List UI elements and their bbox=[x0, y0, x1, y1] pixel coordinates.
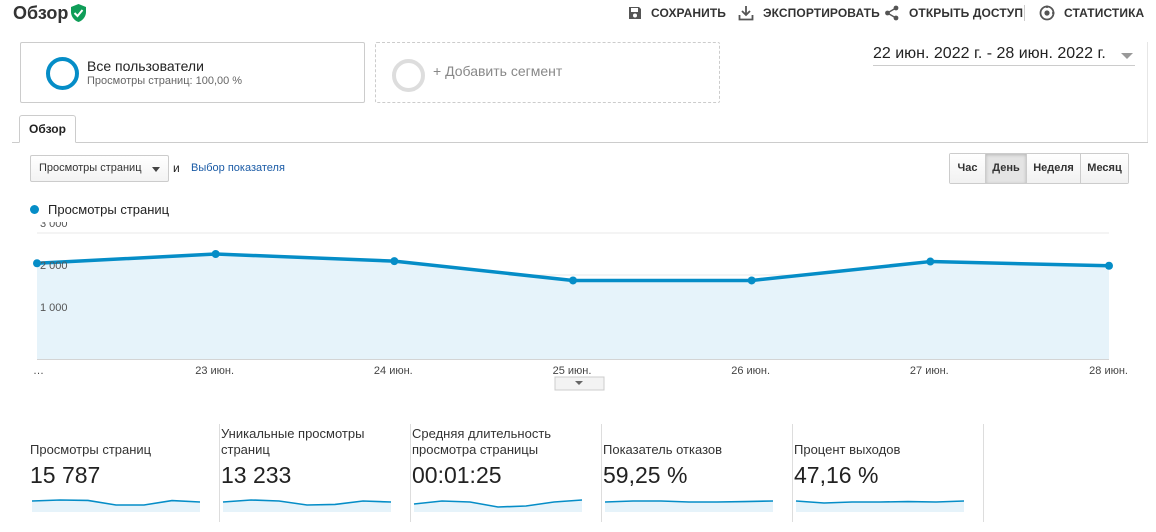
scorecard-value: 47,16 % bbox=[794, 462, 879, 488]
page-title: Обзор bbox=[13, 3, 69, 23]
share-button[interactable]: ОТКРЫТЬ ДОСТУП bbox=[884, 4, 1023, 22]
tab-divider bbox=[12, 142, 1148, 143]
sparkline-line bbox=[795, 500, 965, 504]
sparkline-line bbox=[31, 499, 201, 506]
scorecard[interactable]: Средняя длительность просмотра страницы 0… bbox=[412, 424, 602, 522]
toolbar-divider bbox=[1024, 5, 1025, 21]
x-tick-label: 23 июн. bbox=[195, 365, 234, 377]
data-point[interactable] bbox=[390, 257, 399, 266]
export-label: ЭКСПОРТИРОВАТЬ bbox=[763, 6, 880, 20]
sparkline-area bbox=[32, 500, 200, 512]
scorecard[interactable]: Уникальные просмотры страниц 13 233 bbox=[221, 424, 411, 522]
segment-subtitle: Просмотры страниц: 100,00 % bbox=[87, 75, 243, 87]
granularity-hour-button[interactable]: Час bbox=[950, 154, 985, 183]
metric-select[interactable]: Просмотры страниц bbox=[30, 155, 169, 182]
sparkline-area bbox=[796, 501, 964, 512]
scorecard-value: 00:01:25 bbox=[412, 462, 502, 488]
select-metric-link[interactable]: Выбор показателя bbox=[191, 162, 285, 174]
x-tick-label: 26 июн. bbox=[731, 365, 770, 377]
granularity-day-button[interactable]: День bbox=[985, 154, 1026, 183]
x-tick-label: 27 июн. bbox=[910, 365, 949, 377]
scorecard-sparkline bbox=[31, 499, 201, 512]
series-area bbox=[37, 254, 1109, 359]
granularity-toggle: Час День Неделя Месяц bbox=[949, 153, 1129, 184]
dropdown-arrow-icon bbox=[152, 167, 160, 172]
share-label: ОТКРЫТЬ ДОСТУП bbox=[909, 6, 1024, 20]
granularity-week-button[interactable]: Неделя bbox=[1026, 154, 1080, 183]
chevron-down-icon bbox=[1121, 53, 1133, 59]
granularity-month-button[interactable]: Месяц bbox=[1080, 154, 1128, 183]
y-tick-label: 3 000 bbox=[40, 222, 68, 230]
data-point[interactable] bbox=[1105, 261, 1113, 270]
add-segment-button[interactable]: + Добавить сегмент bbox=[375, 42, 720, 103]
data-point[interactable] bbox=[211, 250, 220, 258]
scorecard-label: Уникальные просмотры страниц bbox=[221, 426, 365, 457]
chart-collapse-button[interactable] bbox=[554, 376, 605, 391]
add-segment-label: + Добавить сегмент bbox=[433, 63, 563, 79]
scorecard-sparkline bbox=[222, 499, 392, 512]
scorecard-sparkline bbox=[795, 500, 965, 512]
and-label: и bbox=[173, 161, 180, 175]
scorecard[interactable]: Процент выходов 47,16 % bbox=[794, 424, 984, 522]
scorecard-label: Процент выходов bbox=[794, 442, 901, 457]
share-icon bbox=[885, 5, 899, 21]
segment-all-users[interactable]: Все пользователи Просмотры страниц: 100,… bbox=[20, 42, 365, 103]
sparkline-line bbox=[222, 499, 392, 506]
segment-indicator-icon bbox=[46, 57, 79, 90]
metric-select-label: Просмотры страниц bbox=[39, 162, 142, 174]
data-point[interactable] bbox=[747, 276, 756, 285]
sparkline-area bbox=[414, 500, 582, 512]
segment-name: Все пользователи bbox=[87, 58, 204, 74]
x-tick-label: … bbox=[33, 365, 44, 377]
legend-label: Просмотры страниц bbox=[48, 201, 170, 217]
legend-marker bbox=[30, 204, 39, 214]
scorecard-value: 59,25 % bbox=[603, 462, 688, 488]
sparkline-line bbox=[413, 499, 583, 508]
scorecard[interactable]: Просмотры страниц 15 787 bbox=[30, 424, 220, 522]
sparkline-line bbox=[604, 500, 774, 503]
x-tick-label: 28 июн. bbox=[1089, 365, 1128, 377]
y-tick-label: 1 000 bbox=[40, 302, 68, 314]
verified-shield-icon bbox=[71, 4, 86, 22]
scorecard-value: 15 787 bbox=[30, 462, 101, 488]
download-icon bbox=[738, 6, 754, 21]
scorecard-label: Средняя длительность просмотра страницы bbox=[412, 426, 552, 457]
empty-segment-icon bbox=[392, 59, 425, 92]
top-bar: Обзор СОХРАНИТЬ ЭКСПОРТИРОВАТЬ ОТКРЫТЬ Д… bbox=[0, 0, 1156, 28]
save-button[interactable]: СОХРАНИТЬ bbox=[628, 4, 726, 22]
sparkline-area bbox=[605, 501, 773, 512]
panel-border bbox=[1147, 42, 1148, 143]
export-button[interactable]: ЭКСПОРТИРОВАТЬ bbox=[738, 4, 880, 22]
scorecard-label: Просмотры страниц bbox=[30, 442, 152, 457]
insights-label: СТАТИСТИКА bbox=[1064, 6, 1145, 20]
chart-legend: Просмотры страниц bbox=[30, 201, 169, 217]
scorecard-sparkline bbox=[604, 500, 774, 512]
x-tick-label: 24 июн. bbox=[374, 365, 413, 377]
data-point[interactable] bbox=[569, 276, 577, 285]
collapse-arrow-icon bbox=[575, 381, 583, 385]
date-range-label: 22 июн. 2022 г. - 28 июн. 2022 г. bbox=[873, 45, 1106, 62]
scorecard-value: 13 233 bbox=[221, 462, 292, 488]
save-label: СОХРАНИТЬ bbox=[651, 6, 727, 20]
date-range-picker[interactable]: 22 июн. 2022 г. - 28 июн. 2022 г. bbox=[873, 45, 1135, 66]
insights-button[interactable]: СТАТИСТИКА bbox=[1039, 4, 1144, 22]
data-point[interactable] bbox=[33, 259, 41, 268]
y-tick-label: 2 000 bbox=[40, 260, 68, 272]
scorecard-label: Показатель отказов bbox=[603, 442, 723, 457]
pageviews-chart: … 23 июн. 24 июн. 25 июн. 26 июн. 27 июн. 28 и… bbox=[33, 222, 1128, 391]
insights-icon bbox=[1039, 5, 1055, 21]
save-icon bbox=[629, 7, 641, 19]
x-tick-label: 25 июн. bbox=[553, 365, 592, 377]
scorecard-sparkline bbox=[413, 499, 583, 512]
scorecard[interactable]: Показатель отказов 59,25 % bbox=[603, 424, 793, 522]
data-point[interactable] bbox=[926, 257, 935, 266]
tab-overview[interactable]: Обзор bbox=[19, 115, 76, 143]
